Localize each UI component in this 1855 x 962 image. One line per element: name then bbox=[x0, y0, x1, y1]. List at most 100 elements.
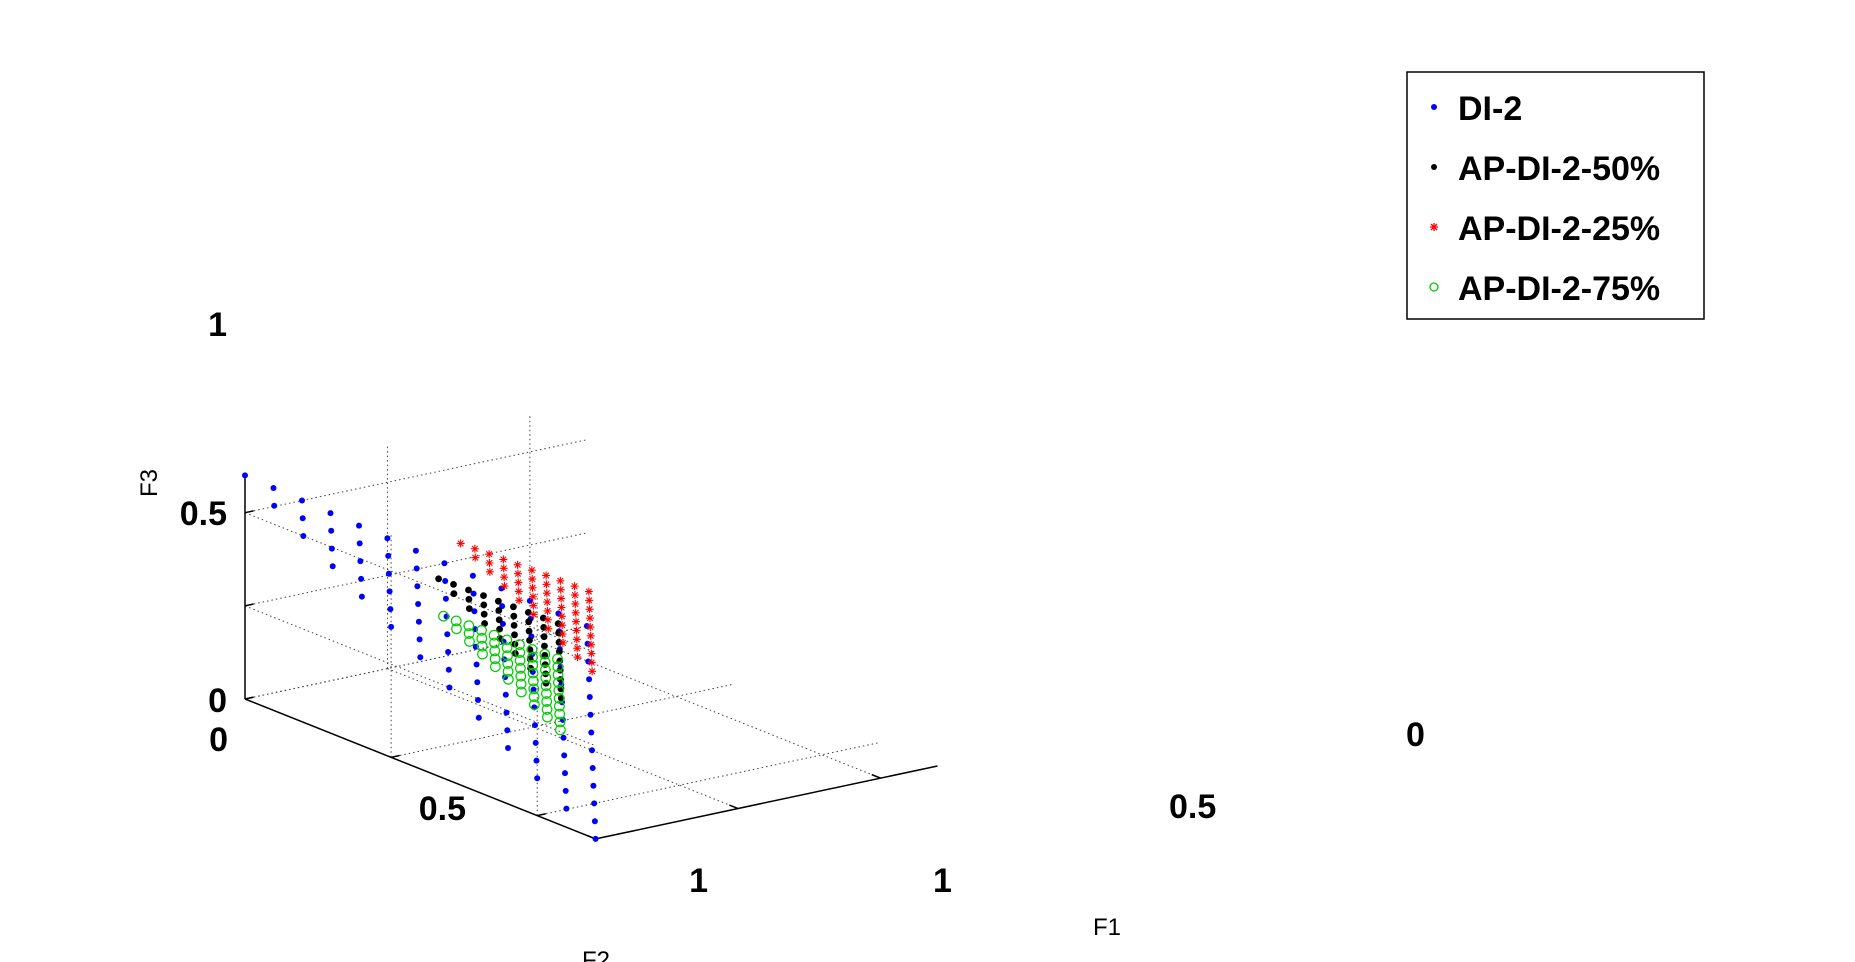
star-stroke bbox=[542, 572, 550, 579]
star-stroke bbox=[530, 611, 537, 618]
data-point-di2 bbox=[591, 818, 598, 825]
star-stroke bbox=[571, 582, 578, 590]
z-tick-label: 1 bbox=[208, 306, 227, 344]
data-point-di2 bbox=[502, 691, 509, 698]
data-point-ap25 bbox=[543, 598, 552, 607]
legend-marker-circle bbox=[1429, 282, 1439, 292]
data-point-ap25 bbox=[587, 658, 596, 667]
data-point-di2 bbox=[586, 694, 593, 700]
data-point-ap50 bbox=[495, 607, 503, 614]
data-point-ap50 bbox=[435, 575, 442, 583]
data-point-ap75 bbox=[438, 610, 449, 622]
data-point-ap25 bbox=[570, 582, 579, 591]
data-point-di2 bbox=[499, 620, 506, 627]
data-point-di2 bbox=[560, 734, 567, 741]
data-point-di2 bbox=[445, 649, 452, 655]
data-point-ap75 bbox=[450, 615, 462, 627]
data-point-di2 bbox=[526, 597, 533, 604]
grid-line bbox=[529, 637, 881, 779]
data-point-ap50 bbox=[510, 612, 518, 620]
data-point-di2 bbox=[532, 739, 539, 746]
star-stroke bbox=[530, 602, 537, 609]
data-point-ap25 bbox=[570, 591, 579, 600]
star-stroke bbox=[587, 632, 594, 640]
star-stroke bbox=[559, 630, 566, 638]
legend-label: AP-DI-2-25% bbox=[1458, 210, 1660, 248]
data-point-ap50 bbox=[480, 601, 488, 609]
star-stroke bbox=[572, 618, 580, 625]
star-stroke bbox=[573, 645, 581, 652]
data-point-di2 bbox=[358, 575, 365, 582]
z-tick-label: 0.5 bbox=[180, 495, 227, 533]
data-point-ap25 bbox=[584, 587, 593, 596]
star-stroke bbox=[574, 653, 581, 661]
data-point-ap25 bbox=[571, 608, 580, 617]
data-point-di2 bbox=[589, 765, 596, 771]
data-point-ap25 bbox=[587, 640, 596, 649]
star-stroke bbox=[557, 595, 565, 602]
x-tick-label: 0 bbox=[1406, 716, 1425, 754]
star-stroke bbox=[544, 616, 552, 624]
x-tick-mark bbox=[729, 804, 739, 810]
data-point-ap50 bbox=[450, 581, 457, 588]
data-point-di2 bbox=[442, 578, 449, 584]
x-tick-label: 1 bbox=[933, 862, 952, 900]
star-stroke bbox=[529, 575, 536, 583]
z-tick-mark bbox=[244, 510, 254, 514]
legend-marker-dot bbox=[1431, 164, 1437, 170]
legend-marker-dot bbox=[1431, 104, 1437, 110]
data-point-ap25 bbox=[527, 566, 536, 575]
star-stroke bbox=[585, 588, 593, 595]
data-point-ap75 bbox=[451, 623, 462, 635]
star-stroke bbox=[528, 566, 536, 574]
data-point-ap75 bbox=[540, 672, 552, 684]
data-point-ap50 bbox=[540, 633, 548, 641]
data-point-ap75 bbox=[553, 692, 565, 704]
data-point-ap75 bbox=[552, 669, 564, 681]
data-point-ap25 bbox=[558, 621, 567, 630]
grid-line bbox=[244, 512, 596, 654]
star-stroke bbox=[587, 623, 594, 631]
data-point-ap50 bbox=[480, 592, 487, 599]
data-point-ap25 bbox=[528, 583, 537, 592]
data-point-ap25 bbox=[471, 553, 480, 562]
x-axis-line bbox=[595, 765, 938, 840]
star-stroke bbox=[586, 614, 594, 622]
data-point-ap25 bbox=[571, 599, 580, 608]
data-point-ap50 bbox=[465, 605, 473, 612]
data-point-ap75 bbox=[553, 677, 564, 688]
star-stroke bbox=[472, 554, 479, 561]
data-point-di2 bbox=[329, 563, 336, 570]
data-point-di2 bbox=[591, 800, 598, 807]
data-point-ap75 bbox=[539, 648, 551, 660]
data-point-di2 bbox=[445, 666, 452, 673]
x-tick-label: 0.5 bbox=[1169, 788, 1216, 826]
star-stroke bbox=[529, 584, 536, 592]
data-points bbox=[242, 472, 599, 842]
data-point-ap25 bbox=[558, 630, 567, 639]
data-point-ap25 bbox=[556, 576, 565, 585]
star-stroke bbox=[558, 613, 565, 620]
data-point-di2 bbox=[242, 472, 248, 479]
data-point-di2 bbox=[469, 572, 476, 579]
data-point-ap75 bbox=[503, 673, 514, 685]
data-point-ap75 bbox=[540, 664, 551, 676]
star-stroke bbox=[543, 581, 550, 588]
data-point-di2 bbox=[270, 485, 277, 491]
data-point-di2 bbox=[474, 679, 481, 686]
data-point-ap25 bbox=[585, 605, 594, 614]
star-stroke bbox=[514, 561, 521, 568]
data-point-ap75 bbox=[528, 675, 539, 687]
data-point-di2 bbox=[413, 565, 420, 572]
x-tick-mark bbox=[871, 773, 881, 779]
data-point-di2 bbox=[587, 711, 594, 718]
data-point-ap75 bbox=[515, 670, 527, 682]
data-point-di2 bbox=[504, 727, 511, 734]
data-point-ap75 bbox=[529, 699, 540, 710]
data-point-ap75 bbox=[514, 647, 526, 658]
data-point-ap50 bbox=[526, 637, 533, 644]
star-stroke bbox=[586, 606, 593, 613]
data-point-ap75 bbox=[542, 711, 553, 723]
data-point-di2 bbox=[299, 515, 306, 522]
